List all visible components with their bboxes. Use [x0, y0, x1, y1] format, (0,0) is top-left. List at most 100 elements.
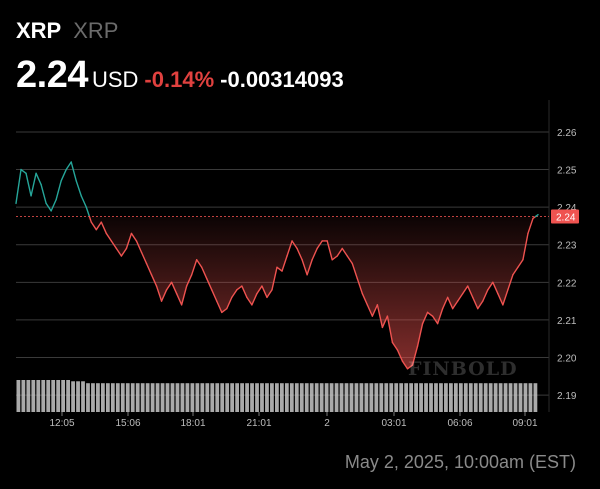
price-line-segment [286, 240, 293, 257]
x-tick-label: 15:06 [115, 418, 140, 429]
volume-bar [26, 380, 31, 412]
price-line-segment [416, 322, 424, 347]
volume-bar [205, 383, 210, 412]
volume-bar [513, 383, 518, 412]
price-line-segment [306, 259, 313, 276]
price-line-segment [201, 266, 208, 280]
price-line-segment [331, 255, 338, 261]
price-line-segment [256, 285, 263, 295]
price-line-segment [346, 255, 353, 265]
price-line-segment [80, 195, 87, 208]
y-tick-label: 2.25 [557, 166, 577, 177]
x-tick-label: 18:01 [180, 418, 205, 429]
volume-bar [36, 380, 41, 412]
volume-bar [498, 383, 503, 412]
volume-bar [453, 383, 458, 412]
y-tick-label: 2.26 [557, 128, 577, 139]
volume-bar [200, 383, 205, 412]
price-line-segment [502, 289, 509, 306]
price-line-segment [145, 262, 153, 276]
volume-bar [170, 383, 175, 412]
volume-bar [190, 383, 195, 412]
price-line-segment [396, 349, 404, 362]
price-line-segment [15, 168, 22, 205]
volume-bar [394, 383, 399, 412]
x-tick-label: 2 [324, 418, 330, 429]
price-line-segment [316, 240, 323, 250]
price-line-segment [451, 300, 459, 310]
currency-label: USD [91, 67, 139, 92]
volume-bar [289, 383, 294, 412]
volume-bar [409, 383, 414, 412]
volume-bar [483, 383, 488, 412]
price-line-segment [482, 289, 489, 302]
price-line-segment [391, 341, 399, 351]
price-line-segment [534, 213, 539, 218]
header: XRP XRP 2.24 USD -0.14% -0.00314093 [16, 18, 344, 97]
price-line-segment [135, 240, 143, 253]
price-line-segment [271, 266, 278, 291]
price-line-segment [231, 289, 238, 299]
price-line-segment [386, 315, 394, 344]
volume-bar [449, 383, 453, 412]
volume-bar [294, 383, 299, 412]
price-line-segment [381, 315, 389, 329]
volume-bar [404, 383, 409, 412]
volume-bar [284, 383, 289, 412]
price-line-segment [351, 262, 359, 280]
price-line-segment [431, 315, 439, 325]
price-line-segment [100, 221, 108, 235]
volume-bar [324, 383, 329, 412]
x-tick-label: 03:01 [381, 418, 406, 429]
price-line-segment [170, 281, 178, 295]
volume-bar [364, 383, 369, 412]
price-line-segment [467, 285, 474, 299]
price-line-segment [436, 307, 444, 325]
volume-bar [195, 383, 200, 412]
current-value-box [551, 209, 579, 224]
price-line-segment [185, 274, 193, 287]
price-line-segment [291, 240, 298, 250]
price-line-segment [30, 172, 37, 197]
price-line-segment [55, 180, 62, 201]
title-row: XRP XRP [16, 18, 344, 44]
price-line-segment [261, 285, 268, 299]
price-line-segment [527, 217, 534, 235]
volume-bar [235, 383, 240, 412]
price-line-segment [492, 281, 499, 295]
volume-bar [478, 383, 483, 412]
volume-bar [140, 383, 145, 412]
price-line-segment [75, 180, 82, 197]
price-line-segment [211, 289, 218, 302]
price-line-segment [195, 259, 203, 268]
volume-bar [215, 383, 220, 412]
volume-bar [369, 383, 374, 412]
volume-bar [488, 383, 493, 412]
volume-bar [279, 383, 284, 412]
volume-bar [250, 383, 254, 412]
price-line-segment [90, 221, 98, 231]
price-line-segment [296, 247, 303, 261]
volume-bar [165, 383, 170, 412]
price-line-segment [341, 247, 348, 257]
volume-bar [135, 383, 140, 412]
price-line-segment [522, 232, 529, 261]
volume-bar [81, 381, 85, 412]
price-line-segment [221, 307, 228, 314]
volume-bar [225, 383, 230, 412]
price-line-segment [125, 232, 133, 250]
price-line-segment [517, 259, 524, 268]
volume-bar [56, 380, 61, 412]
price-line-segment [25, 172, 32, 197]
volume-bar [96, 383, 100, 412]
volume-bar [439, 383, 443, 412]
volume-bar [334, 383, 339, 412]
price-row: 2.24 USD -0.14% -0.00314093 [16, 54, 344, 97]
volume-bar [270, 383, 274, 412]
price-line-segment [241, 285, 248, 299]
price-line-segment [236, 285, 243, 291]
area-fill [16, 216, 538, 369]
volume-bar [185, 383, 190, 412]
volume-bar [110, 383, 115, 412]
